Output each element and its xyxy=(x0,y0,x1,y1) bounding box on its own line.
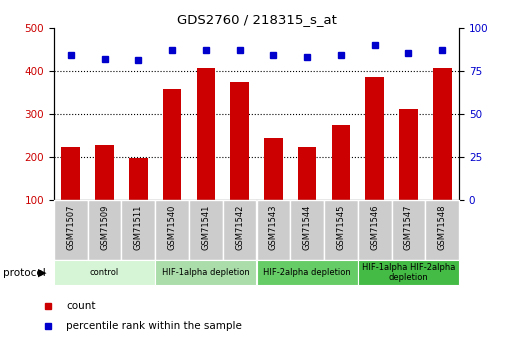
Text: HIF-2alpha depletion: HIF-2alpha depletion xyxy=(263,268,351,277)
Bar xyxy=(189,200,223,260)
Bar xyxy=(54,200,88,260)
Text: GSM71548: GSM71548 xyxy=(438,205,447,250)
Text: HIF-1alpha HIF-2alpha
depletion: HIF-1alpha HIF-2alpha depletion xyxy=(362,263,455,282)
Bar xyxy=(298,148,317,200)
Text: count: count xyxy=(66,301,95,311)
Bar xyxy=(196,68,215,200)
Bar xyxy=(264,138,283,200)
Bar xyxy=(358,260,459,285)
Bar xyxy=(391,200,425,260)
Bar xyxy=(62,148,80,200)
Bar xyxy=(365,77,384,200)
Text: GSM71541: GSM71541 xyxy=(201,205,210,250)
Bar xyxy=(358,200,391,260)
Bar xyxy=(230,81,249,200)
Bar xyxy=(324,200,358,260)
Bar xyxy=(155,200,189,260)
Text: GSM71509: GSM71509 xyxy=(100,205,109,250)
Text: GSM71543: GSM71543 xyxy=(269,205,278,250)
Text: GSM71511: GSM71511 xyxy=(134,205,143,250)
Text: GSM71544: GSM71544 xyxy=(303,205,312,250)
Text: control: control xyxy=(90,268,119,277)
Bar xyxy=(163,89,182,200)
Bar xyxy=(331,125,350,200)
Text: GSM71540: GSM71540 xyxy=(168,205,176,250)
Bar xyxy=(129,158,148,200)
Text: GSM71507: GSM71507 xyxy=(66,205,75,250)
Text: percentile rank within the sample: percentile rank within the sample xyxy=(66,321,242,331)
Bar xyxy=(54,260,155,285)
Text: ▶: ▶ xyxy=(38,268,46,277)
Title: GDS2760 / 218315_s_at: GDS2760 / 218315_s_at xyxy=(176,13,337,27)
Bar xyxy=(433,68,451,200)
Bar xyxy=(95,145,114,200)
Text: GSM71542: GSM71542 xyxy=(235,205,244,250)
Bar xyxy=(399,109,418,200)
Bar xyxy=(122,200,155,260)
Bar xyxy=(155,260,256,285)
Text: protocol: protocol xyxy=(3,268,45,277)
Text: HIF-1alpha depletion: HIF-1alpha depletion xyxy=(162,268,250,277)
Bar xyxy=(290,200,324,260)
Text: GSM71546: GSM71546 xyxy=(370,205,379,250)
Text: GSM71547: GSM71547 xyxy=(404,205,413,250)
Bar xyxy=(223,200,256,260)
Bar xyxy=(88,200,122,260)
Bar xyxy=(256,260,358,285)
Bar xyxy=(425,200,459,260)
Text: GSM71545: GSM71545 xyxy=(337,205,345,250)
Bar xyxy=(256,200,290,260)
